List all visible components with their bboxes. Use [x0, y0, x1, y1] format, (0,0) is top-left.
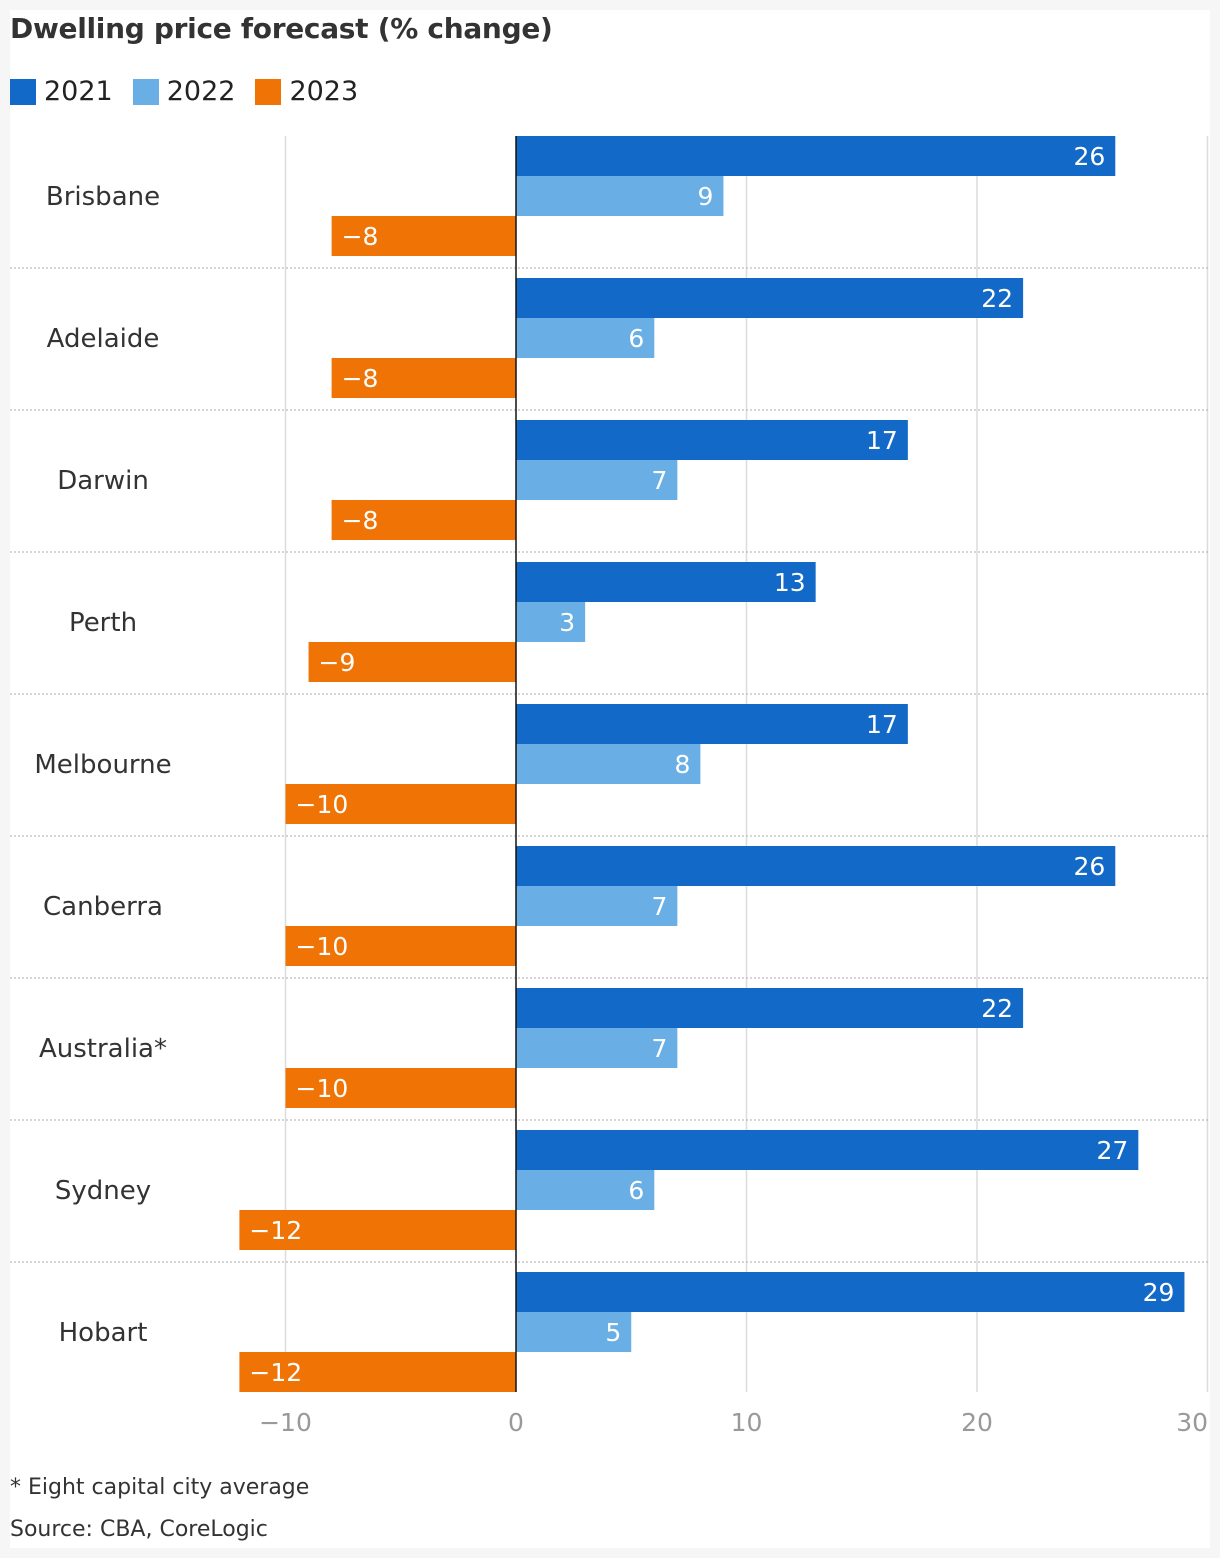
- data-label-2023-brisbane: −8: [342, 222, 379, 251]
- data-label-2021-canberra: 26: [1073, 852, 1105, 881]
- bar-2022-sydney: [516, 1170, 655, 1210]
- category-label-canberra: Canberra: [43, 892, 163, 922]
- bar-2021-melbourne: [516, 704, 908, 744]
- bar-2021-darwin: [516, 420, 908, 460]
- bar-2021-australia: [516, 988, 1024, 1028]
- bar-2023-melbourne: [285, 784, 516, 824]
- x-tick-label: 30: [1176, 1408, 1208, 1437]
- bar-2021-canberra: [516, 846, 1116, 886]
- data-label-2022-australia: 7: [651, 1034, 667, 1063]
- data-label-2022-canberra: 7: [651, 892, 667, 921]
- source-note: Source: CBA, CoreLogic: [10, 1517, 268, 1542]
- data-label-2022-darwin: 7: [651, 466, 667, 495]
- category-label-darwin: Darwin: [57, 466, 149, 496]
- data-label-2021-sydney: 27: [1097, 1136, 1129, 1165]
- data-label-2021-hobart: 29: [1143, 1278, 1175, 1307]
- bar-2022-brisbane: [516, 176, 724, 216]
- category-label-perth: Perth: [69, 608, 137, 638]
- data-label-2021-adelaide: 22: [981, 284, 1013, 313]
- bar-2021-adelaide: [516, 278, 1024, 318]
- legend-item-2023: 2023: [255, 76, 358, 107]
- chart-title: Dwelling price forecast (% change): [10, 12, 553, 45]
- bar-2021-hobart: [516, 1272, 1185, 1312]
- bar-2023-canberra: [285, 926, 516, 966]
- data-label-2022-perth: 3: [559, 608, 575, 637]
- legend: 2021 2022 2023: [10, 76, 378, 107]
- category-label-brisbane: Brisbane: [46, 182, 160, 212]
- bar-2022-perth: [516, 602, 586, 642]
- x-tick-label: 0: [508, 1408, 524, 1437]
- bar-2023-perth: [308, 642, 516, 682]
- data-label-2022-adelaide: 6: [628, 324, 644, 353]
- legend-label-2021: 2021: [44, 76, 113, 107]
- bar-2022-australia: [516, 1028, 678, 1068]
- bar-2022-canberra: [516, 886, 678, 926]
- data-label-2022-sydney: 6: [628, 1176, 644, 1205]
- data-label-2022-brisbane: 9: [698, 182, 714, 211]
- data-label-2022-melbourne: 8: [674, 750, 690, 779]
- data-label-2023-melbourne: −10: [296, 790, 349, 819]
- data-label-2023-perth: −9: [319, 648, 356, 677]
- bar-2023-hobart: [239, 1352, 516, 1392]
- category-label-melbourne: Melbourne: [34, 750, 171, 780]
- legend-label-2022: 2022: [166, 76, 236, 107]
- category-label-sydney: Sydney: [55, 1176, 151, 1206]
- data-label-2021-darwin: 17: [866, 426, 898, 455]
- bar-2023-australia: [285, 1068, 516, 1108]
- legend-label-2023: 2023: [289, 76, 359, 107]
- category-label-adelaide: Adelaide: [47, 324, 160, 354]
- data-label-2021-australia: 22: [981, 994, 1013, 1023]
- data-label-2023-hobart: −12: [249, 1358, 302, 1387]
- legend-swatch-2021: [10, 78, 36, 105]
- data-label-2023-sydney: −12: [249, 1216, 302, 1245]
- data-label-2023-adelaide: −8: [342, 364, 379, 393]
- data-label-2023-canberra: −10: [296, 932, 349, 961]
- category-label-hobart: Hobart: [59, 1318, 148, 1348]
- legend-item-2022: 2022: [132, 76, 236, 107]
- legend-swatch-2023: [255, 78, 282, 105]
- data-label-2021-melbourne: 17: [866, 710, 898, 739]
- bar-2022-adelaide: [516, 318, 655, 358]
- bar-2022-melbourne: [516, 744, 701, 784]
- bar-2023-brisbane: [331, 216, 516, 256]
- data-label-2023-australia: −10: [296, 1074, 349, 1103]
- bar-2021-brisbane: [516, 136, 1116, 176]
- data-label-2022-hobart: 5: [605, 1318, 621, 1347]
- bar-2022-darwin: [516, 460, 678, 500]
- bar-2023-adelaide: [331, 358, 516, 398]
- data-label-2021-brisbane: 26: [1073, 142, 1105, 171]
- legend-item-2021: 2021: [10, 76, 113, 107]
- bar-2021-perth: [516, 562, 816, 602]
- x-tick-label: −10: [259, 1408, 312, 1437]
- x-tick-label: 10: [731, 1408, 763, 1437]
- bar-2023-sydney: [239, 1210, 516, 1250]
- bar-2022-hobart: [516, 1312, 632, 1352]
- footnote: * Eight capital city average: [10, 1475, 310, 1500]
- data-label-2023-darwin: −8: [342, 506, 379, 535]
- data-label-2021-perth: 13: [774, 568, 806, 597]
- bar-2021-sydney: [516, 1130, 1139, 1170]
- category-label-australia: Australia*: [39, 1034, 167, 1064]
- legend-swatch-2022: [132, 78, 159, 105]
- x-tick-label: 20: [961, 1408, 993, 1437]
- bar-2023-darwin: [331, 500, 516, 540]
